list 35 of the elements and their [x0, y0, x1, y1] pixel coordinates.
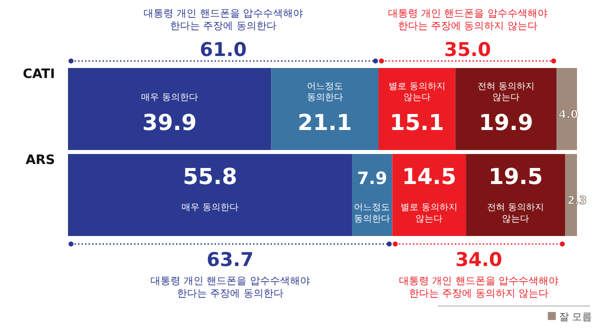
text: 별로 동의하지 않는다 [388, 82, 446, 103]
annotation: 대통령 개인 핸드폰을 압수수색해야 한다는 주장에 동의한다 [143, 8, 304, 32]
legend-label: 잘 모름 [558, 312, 592, 323]
data-label: 21.1 [298, 111, 352, 136]
text: 대통령 개인 핸드폰을 압수수색해야 한다는 주장에 동의한다 [150, 276, 310, 300]
bar [466, 154, 566, 236]
bar [556, 68, 577, 150]
data-label: 7.9 [357, 169, 388, 189]
bar [271, 68, 378, 150]
text: 34.0 [455, 249, 502, 271]
data-label: 55.8 [182, 165, 238, 190]
bar [378, 68, 456, 150]
data-label: 19.5 [488, 165, 543, 190]
annotation: 대통령 개인 핸드폰을 압수수색해야 한다는 주장에 동의하지 않는다 [388, 8, 548, 32]
text: 전혀 동의하지 않는다 [478, 82, 534, 103]
data-label: 15.1 [390, 111, 444, 136]
series-label: 전혀 동의하지 않는다 [487, 203, 544, 224]
bar [68, 154, 352, 236]
data-label: 14.5 [402, 165, 456, 190]
series-label: 매우 동의한다 [182, 203, 238, 213]
data-label: 19.9 [478, 111, 534, 136]
text: 63.7 [206, 249, 254, 271]
bar [455, 68, 557, 150]
series-label: 별로 동의하지 않는다 [400, 203, 458, 224]
annotation: 35.0 [444, 39, 492, 61]
bar [68, 68, 272, 150]
text: 어느정도 동의한다 [306, 82, 343, 103]
series-label: 어느정도 동의한다 [354, 203, 390, 224]
annotation: 61.0 [200, 39, 247, 61]
data-label: 39.9 [142, 111, 197, 136]
y-tick-label: ARS [26, 153, 55, 168]
y-tick-label: CATI [22, 67, 55, 82]
text: 대통령 개인 핸드폰을 압수수색해야 한다는 주장에 동의하지 않는다 [398, 276, 559, 300]
data-label: 2.3 [567, 194, 587, 207]
text: 매우 동의한다 [141, 93, 198, 103]
